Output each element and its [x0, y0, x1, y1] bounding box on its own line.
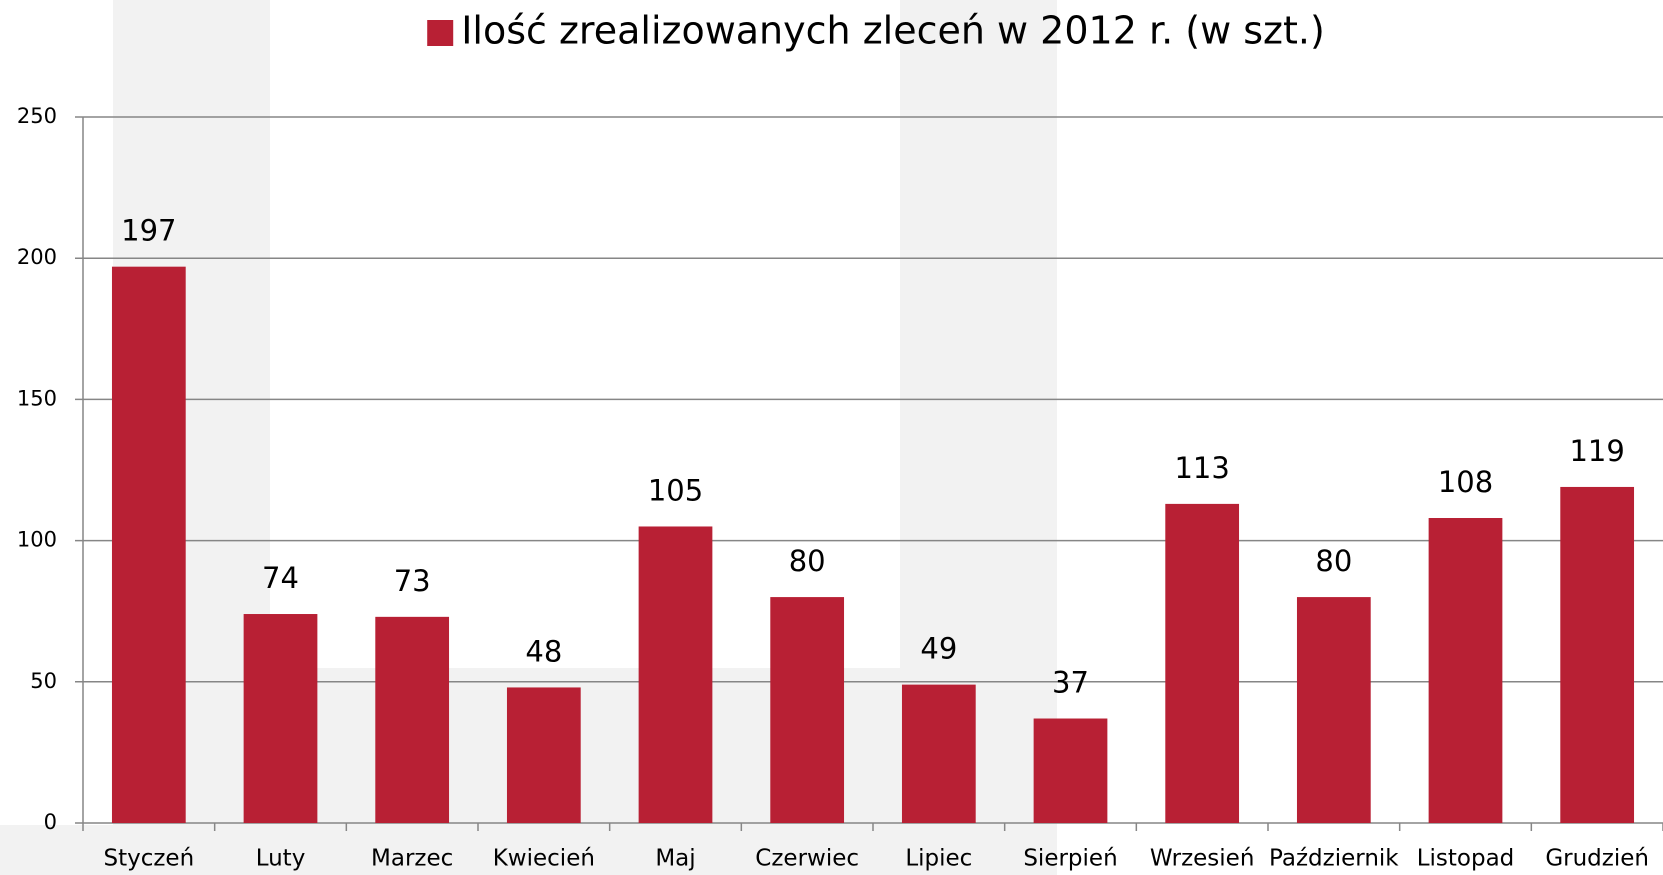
y-tick-label: 0	[44, 810, 57, 834]
bar	[1165, 503, 1240, 823]
legend-label: Ilość zrealizowanych zleceń w 2012 r. (w…	[461, 9, 1325, 53]
x-tick-label: Wrzesień	[1150, 846, 1255, 872]
bar	[1428, 518, 1503, 823]
legend-swatch	[427, 20, 454, 46]
data-label: 108	[1438, 465, 1493, 499]
x-tick-label: Marzec	[371, 846, 453, 872]
data-label: 80	[789, 544, 826, 578]
bar	[770, 597, 845, 823]
x-tick-label: Październik	[1269, 846, 1399, 872]
data-label: 113	[1174, 451, 1229, 485]
bar	[243, 614, 318, 823]
y-tick-label: 100	[17, 528, 57, 552]
y-tick-label: 150	[17, 386, 57, 410]
data-label: 49	[920, 632, 957, 666]
data-label: 80	[1315, 544, 1352, 578]
bar	[506, 687, 581, 823]
x-tick-label: Sierpień	[1023, 846, 1117, 872]
y-tick-label: 50	[30, 669, 57, 693]
bar	[1296, 597, 1371, 823]
y-tick-label: 250	[17, 104, 57, 128]
y-tick-label: 200	[17, 245, 57, 269]
bar	[901, 684, 976, 823]
x-tick-label: Kwiecień	[493, 846, 595, 872]
x-tick-label: Styczeń	[103, 846, 194, 872]
data-label: 105	[648, 473, 703, 507]
data-label: 197	[121, 214, 176, 248]
bar	[111, 266, 186, 823]
x-tick-label: Czerwiec	[755, 846, 859, 872]
bar	[375, 616, 450, 823]
data-label: 48	[525, 634, 562, 668]
x-tick-label: Luty	[256, 846, 306, 872]
data-label: 73	[394, 564, 431, 598]
data-label: 37	[1052, 666, 1089, 700]
x-tick-label: Lipiec	[905, 846, 972, 872]
x-tick-label: Listopad	[1417, 846, 1515, 872]
bar	[1560, 486, 1635, 823]
bar	[1033, 718, 1108, 823]
data-label: 119	[1569, 434, 1624, 468]
data-label: 74	[262, 561, 299, 595]
x-tick-label: Maj	[655, 846, 695, 872]
bar	[638, 526, 713, 823]
x-tick-label: Grudzień	[1545, 846, 1649, 872]
